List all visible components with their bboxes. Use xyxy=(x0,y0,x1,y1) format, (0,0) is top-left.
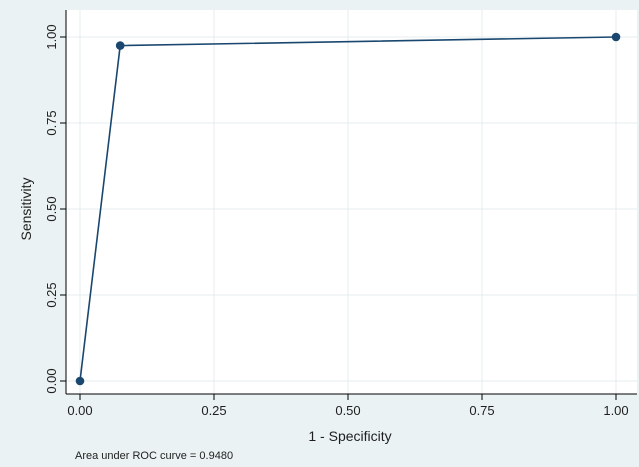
x-tick-label: 0.75 xyxy=(469,403,494,418)
grid-lines xyxy=(66,10,637,394)
axes: 0.00 0.25 0.50 0.75 1.00 0.00 0.25 0.50 0.75 1.00 xyxy=(44,10,637,418)
y-axis-title: Sensitivity xyxy=(18,177,34,240)
y-tick-label: 0.00 xyxy=(44,368,59,393)
x-tick-label: 0.50 xyxy=(335,403,360,418)
x-tick-label: 0.25 xyxy=(201,403,226,418)
y-tick-label: 0.75 xyxy=(44,110,59,135)
x-tick-label: 0.00 xyxy=(67,403,92,418)
y-tick-label: 0.50 xyxy=(44,196,59,221)
series-markers xyxy=(75,32,621,386)
plot-area xyxy=(66,10,637,394)
x-tick-label: 1.00 xyxy=(603,403,628,418)
auc-note: Area under ROC curve = 0.9480 xyxy=(75,450,233,462)
x-axis-title: 1 - Specificity xyxy=(308,428,391,444)
data-point xyxy=(611,32,621,42)
data-point xyxy=(115,41,125,50)
y-tick-label: 1.00 xyxy=(44,24,59,49)
data-point xyxy=(75,376,85,386)
y-tick-label: 0.25 xyxy=(44,282,59,307)
